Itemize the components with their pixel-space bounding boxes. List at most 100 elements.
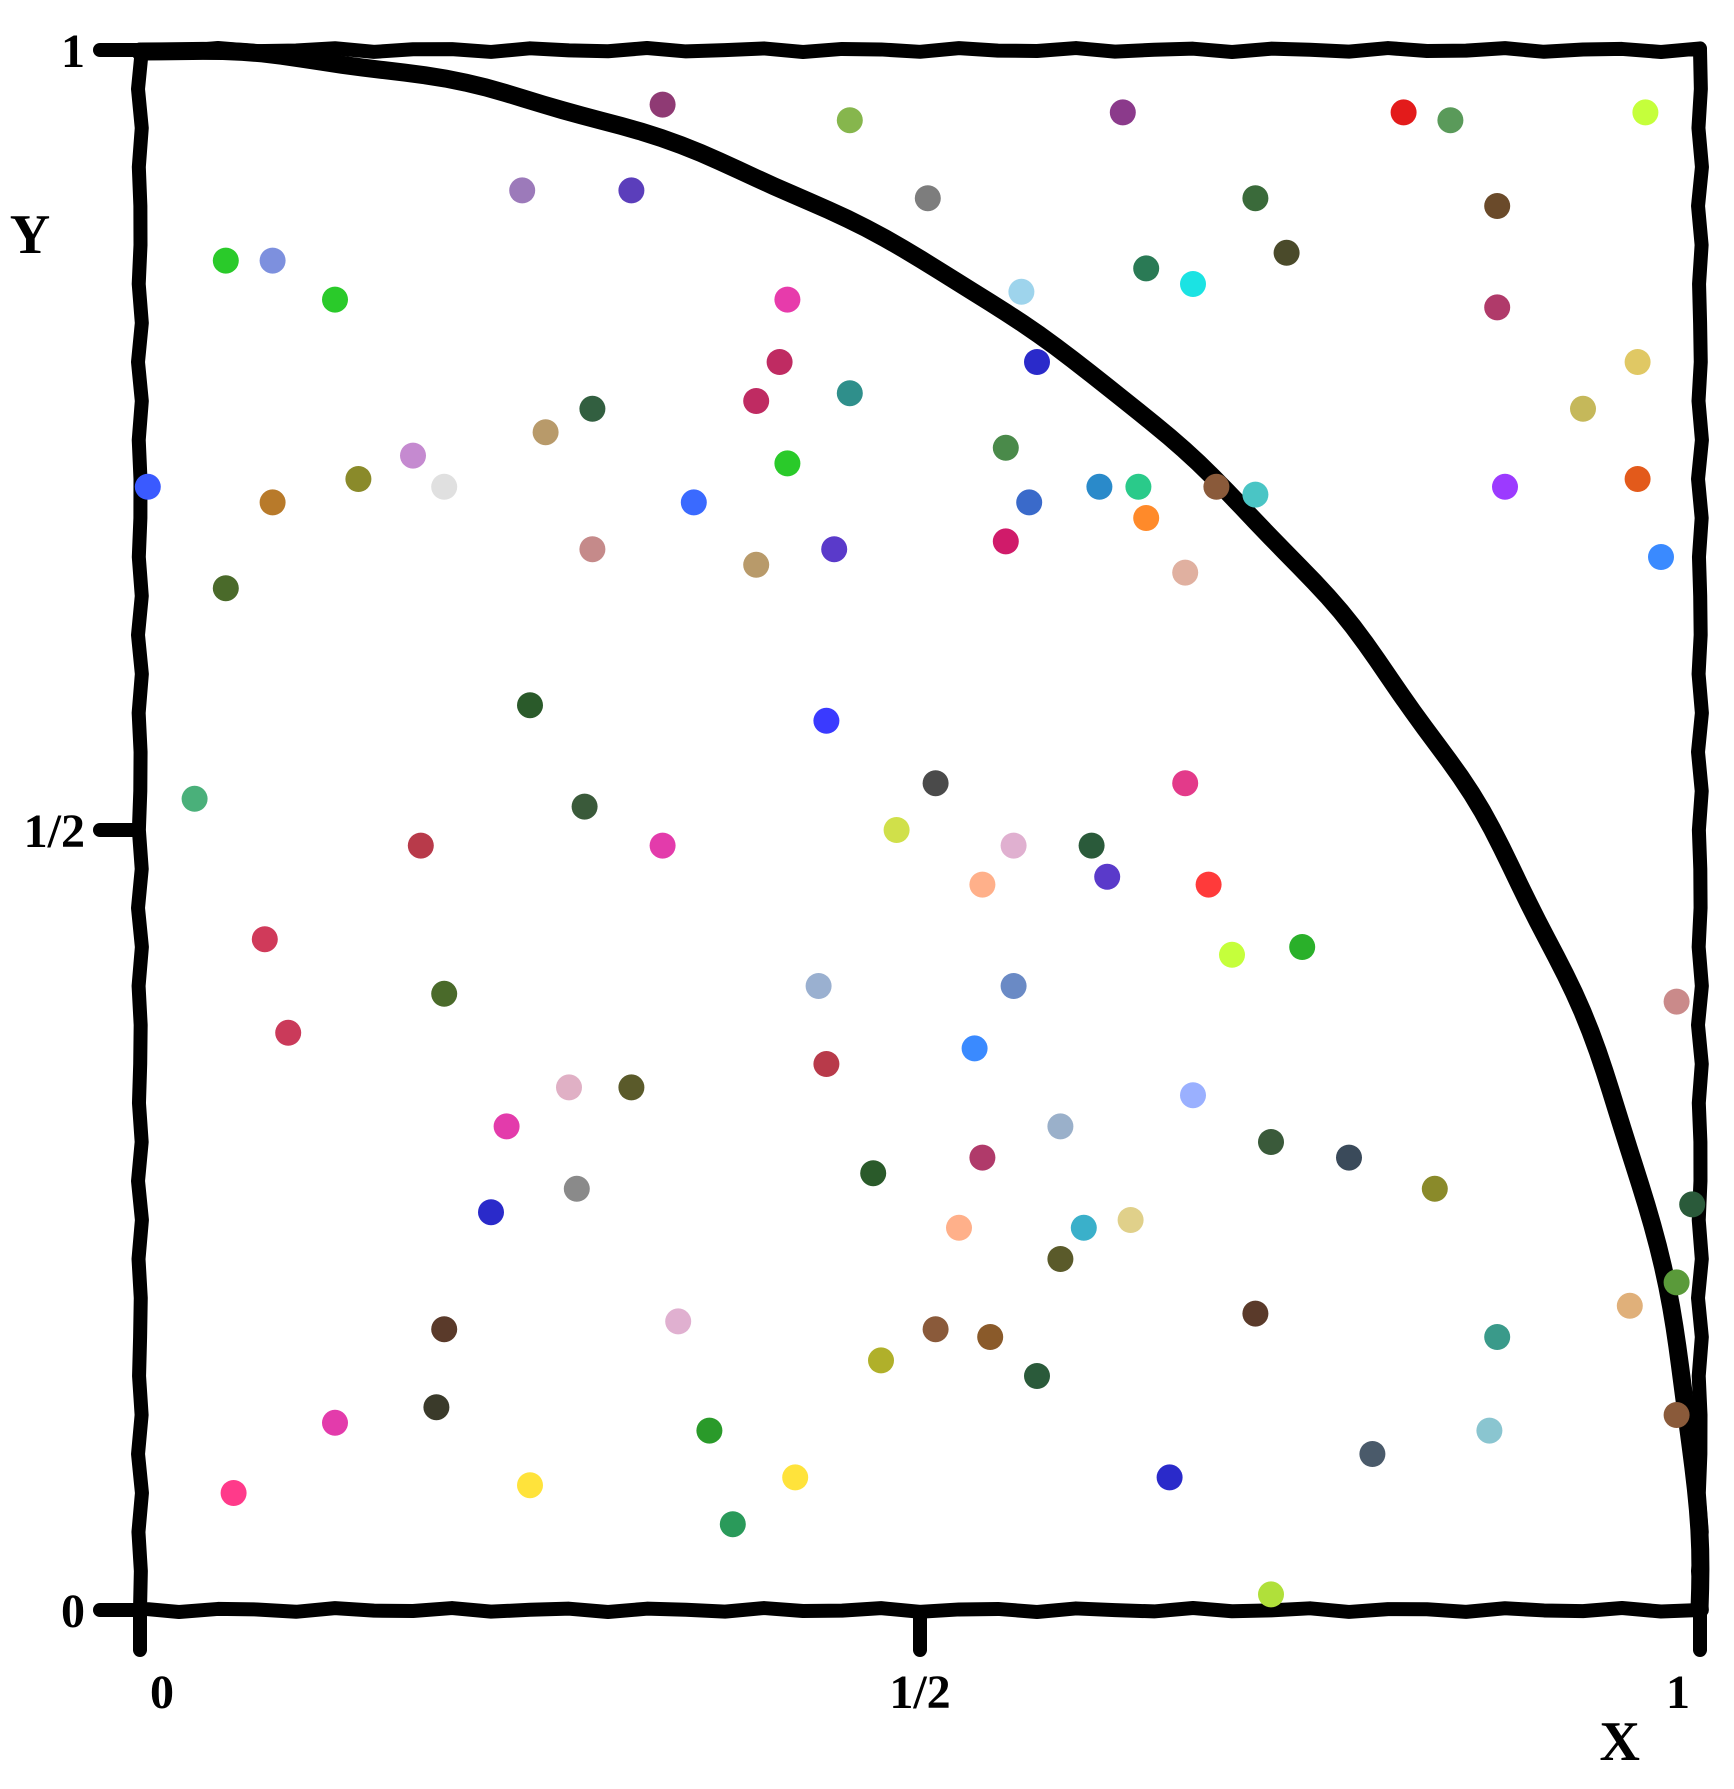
- scatter-point: [252, 926, 278, 952]
- scatter-point: [1180, 1082, 1206, 1108]
- scatter-point: [618, 177, 644, 203]
- quarter-circle-curve: [140, 51, 1700, 1609]
- scatter-point: [1492, 474, 1518, 500]
- scatter-point: [431, 981, 457, 1007]
- scatter-point: [993, 528, 1019, 554]
- scatter-point: [431, 1316, 457, 1342]
- scatter-point: [556, 1074, 582, 1100]
- scatter-point: [868, 1347, 894, 1373]
- y-tick-label: 1: [61, 25, 85, 78]
- scatter-point: [1196, 872, 1222, 898]
- scatter-point: [1203, 474, 1229, 500]
- scatter-point: [1024, 349, 1050, 375]
- scatter-point: [813, 1051, 839, 1077]
- scatter-point: [1664, 1269, 1690, 1295]
- x-tick-label: 0: [150, 1666, 174, 1719]
- scatter-point: [813, 708, 839, 734]
- scatter-point: [1484, 294, 1510, 320]
- scatter-point: [806, 973, 832, 999]
- scatter-point: [969, 1145, 995, 1171]
- scatter-point: [681, 489, 707, 515]
- scatter-point: [1242, 1301, 1268, 1327]
- scatter-point: [1118, 1207, 1144, 1233]
- scatter-point: [260, 489, 286, 515]
- scatter-point: [618, 1074, 644, 1100]
- scatter-point: [1664, 989, 1690, 1015]
- scatter-point: [275, 1020, 301, 1046]
- scatter-point: [767, 349, 793, 375]
- scatter-point: [260, 248, 286, 274]
- scatter-point: [993, 435, 1019, 461]
- scatter-point: [572, 794, 598, 820]
- scatter-point: [1437, 107, 1463, 133]
- plot-border: [138, 48, 1702, 1612]
- scatter-point: [1001, 833, 1027, 859]
- scatter-point: [579, 396, 605, 422]
- scatter-point: [400, 443, 426, 469]
- scatter-point: [1110, 99, 1136, 125]
- scatter-point: [408, 833, 434, 859]
- scatter-point: [182, 786, 208, 812]
- scatter-point: [1125, 474, 1151, 500]
- scatter-point: [1336, 1145, 1362, 1171]
- scatter-point: [1133, 505, 1159, 531]
- scatter-point: [720, 1511, 746, 1537]
- scatter-point: [1219, 942, 1245, 968]
- scatter-point: [1484, 1324, 1510, 1350]
- scatter-point: [1157, 1464, 1183, 1490]
- scatter-point: [1258, 1581, 1284, 1607]
- scatter-point: [969, 872, 995, 898]
- scatter-point: [774, 287, 800, 313]
- scatter-point: [1391, 99, 1417, 125]
- scatter-point: [1274, 240, 1300, 266]
- scatter-point: [884, 817, 910, 843]
- scatter-point: [221, 1480, 247, 1506]
- scatter-point: [423, 1394, 449, 1420]
- scatter-point: [322, 1410, 348, 1436]
- scatter-point: [1679, 1191, 1705, 1217]
- scatter-point: [962, 1035, 988, 1061]
- scatter-point: [1484, 193, 1510, 219]
- scatter-point: [431, 474, 457, 500]
- scatter-point: [1079, 833, 1105, 859]
- y-tick-label: 0: [61, 1585, 85, 1638]
- scatter-point: [1422, 1176, 1448, 1202]
- scatter-point: [1047, 1246, 1073, 1272]
- scatter-point: [650, 92, 676, 118]
- scatter-point: [1664, 1402, 1690, 1428]
- scatter-point: [1359, 1441, 1385, 1467]
- scatter-point: [135, 474, 161, 500]
- scatter-point: [1242, 185, 1268, 211]
- scatter-point: [494, 1113, 520, 1139]
- x-tick-label: 1/2: [889, 1666, 950, 1719]
- scatter-point: [923, 1316, 949, 1342]
- scatter-chart: 01/2101/21XY: [0, 20, 1734, 1769]
- scatter-point: [696, 1418, 722, 1444]
- scatter-point: [1016, 489, 1042, 515]
- scatter-point: [213, 575, 239, 601]
- scatter-point: [1648, 544, 1674, 570]
- scatter-point: [509, 177, 535, 203]
- scatter-point: [923, 770, 949, 796]
- scatter-point: [517, 692, 543, 718]
- scatter-point: [1617, 1293, 1643, 1319]
- x-axis-label: X: [1600, 1711, 1640, 1769]
- scatter-point: [1008, 279, 1034, 305]
- scatter-point: [782, 1464, 808, 1490]
- scatter-point: [1242, 482, 1268, 508]
- scatter-point: [915, 185, 941, 211]
- scatter-point: [579, 536, 605, 562]
- scatter-point: [665, 1308, 691, 1334]
- scatter-point: [1625, 349, 1651, 375]
- scatter-point: [1258, 1129, 1284, 1155]
- y-axis-label: Y: [10, 204, 50, 266]
- scatter-point: [650, 833, 676, 859]
- y-tick-label: 1/2: [24, 805, 85, 858]
- scatter-point: [322, 287, 348, 313]
- scatter-point: [1047, 1113, 1073, 1139]
- scatter-point: [1172, 560, 1198, 586]
- scatter-point: [821, 536, 847, 562]
- scatter-point: [1071, 1215, 1097, 1241]
- scatter-point: [213, 248, 239, 274]
- scatter-point: [743, 388, 769, 414]
